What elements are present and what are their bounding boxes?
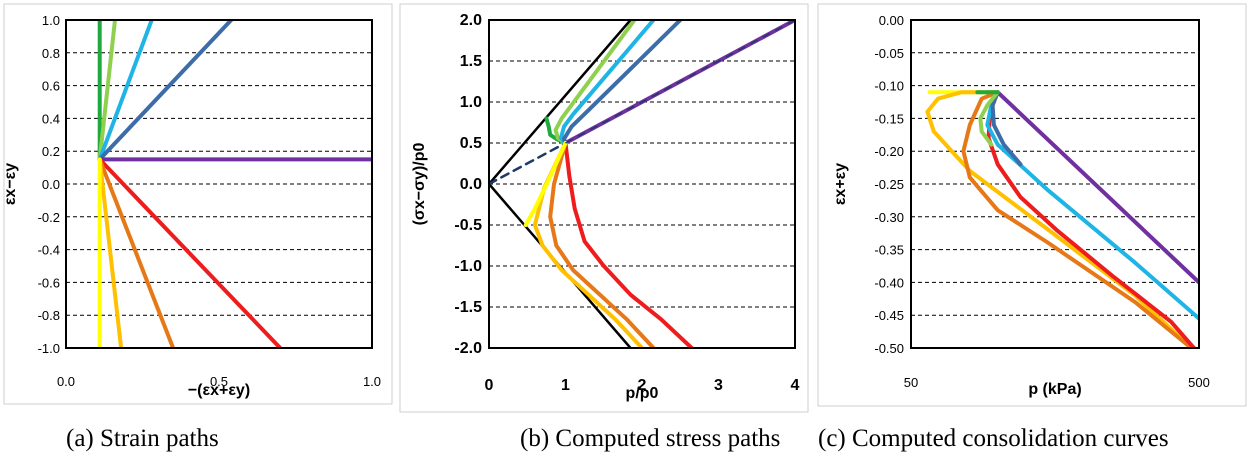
y-tick-label: -0.50 [874,341,904,356]
reference-line-overlay [565,20,795,144]
series-group [489,20,795,348]
x-tick-label: 50 [904,375,918,390]
x-tick-label: 3 [714,377,723,394]
series-line [925,90,1194,348]
x-axis-label: p (kPa) [1028,381,1081,398]
series-line [97,157,124,348]
series-line [97,20,154,162]
y-tick-label: -0.2 [38,210,60,225]
panel-2: 0.00 -0.05 -0.10 -0.15 -0.20 -0.25 -0.30 -0.35 -… [817,3,1247,452]
series-line [985,90,1199,321]
y-tick-label: -0.40 [874,275,904,290]
x-axis-label: p/p0 [626,385,659,402]
y-tick-label: -0.45 [874,308,904,323]
series-group [97,20,372,348]
y-tick-label: -0.8 [38,308,60,323]
y-tick-label: -1.0 [454,258,482,275]
series-line [990,90,1023,167]
series-line [961,90,1194,348]
y-axis-label: (σx−σy)/p0 [411,143,428,226]
y-tick-label: 0.00 [879,13,904,28]
x-tick-label: 0.5 [210,374,228,389]
y-tick-label: -0.05 [874,46,904,61]
y-tick-label: -0.10 [874,79,904,94]
y-tick-label: -0.15 [874,111,904,126]
y-tick-label: 0.8 [42,46,60,61]
series-line [562,20,683,145]
y-tick-label: -0.35 [874,243,904,258]
y-tick-label: 0.2 [42,144,60,159]
x-tick-label: 1.0 [363,374,381,389]
y-tick-label: -0.30 [874,210,904,225]
panel-border [399,3,809,413]
y-tick-label: 1.5 [460,53,482,70]
y-axis-label: εx+εy [832,163,849,205]
series-line [97,157,283,348]
x-tick-label: 4 [791,377,800,394]
x-tick-label: 500 [1188,375,1210,390]
y-axis-label: εx−εy [2,163,19,205]
series-line [548,141,656,348]
panel-caption: (b) Computed stress paths [520,425,780,452]
series-line [563,141,694,348]
series-line [97,157,176,348]
y-tick-label: 0.0 [42,177,60,192]
series-line [995,90,1199,285]
panel-caption: (a) Strain paths [66,425,219,452]
plot-frame [910,19,1200,349]
y-tick-label: -2.0 [454,340,482,357]
plot-frame [488,19,796,349]
x-tick-label: 1 [561,377,570,394]
y-tick-label: -0.5 [454,217,482,234]
y-tick-label: 0.0 [460,176,482,193]
y-tick-label: -0.4 [38,243,60,258]
y-tick-label: -1.5 [454,299,482,316]
series-line [523,141,568,227]
y-tick-label: 0.6 [42,79,60,94]
reference-line [489,141,567,186]
panel-0: 1.0 0.8 0.6 0.4 0.2 0.0 -0.2 -0.4 -0.6 -0.8 -1.0 0.… [2,3,393,452]
reference-line [489,20,632,186]
panel-1: 2.0 1.5 1.0 0.5 0.0 -0.5 -1.0 -1.5 -2.0 0 1 2 3 4 p/p0… [399,3,809,452]
panel-caption: (c) Computed consolidation curves [818,425,1169,452]
series-line [978,90,1000,147]
panel-border [817,3,1247,407]
x-tick-label: 0 [485,377,494,394]
x-tick-label: 0.0 [57,374,75,389]
y-tick-label: -0.20 [874,144,904,159]
y-tick-label: -0.25 [874,177,904,192]
y-tick-label: 0.5 [460,135,482,152]
x-tick-label: 2 [638,377,647,394]
y-tick-label: 1.0 [460,94,482,111]
series-group [925,90,1199,348]
plot-frame [65,19,373,349]
series-line [97,20,234,162]
series-line [986,90,1196,348]
series-line [97,20,117,162]
y-tick-label: -1.0 [38,341,60,356]
x-axis-label: −(εx+εy) [188,382,250,399]
y-tick-label: 0.4 [42,111,60,126]
panel-border [3,3,393,405]
y-tick-label: -0.6 [38,275,60,290]
y-tick-label: 1.0 [42,13,60,28]
y-tick-label: 2.0 [460,12,482,29]
